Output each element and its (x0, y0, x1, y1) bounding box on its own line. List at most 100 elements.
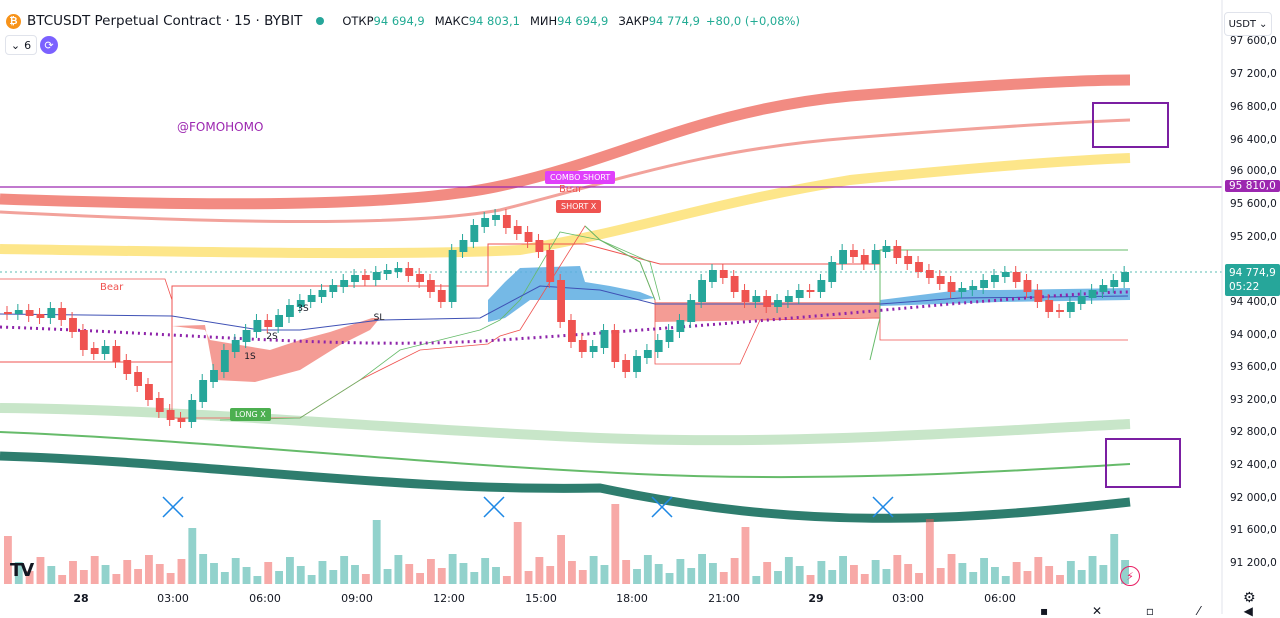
candle-body (492, 215, 500, 220)
volume-bar (557, 535, 565, 584)
volume-bar (535, 557, 544, 584)
volume-bar (502, 576, 511, 584)
countdown: 05:22 (1229, 281, 1260, 293)
volume-bar (1088, 556, 1097, 584)
volume-bar (904, 564, 913, 584)
candle-body (850, 250, 858, 257)
volume-bar (633, 569, 641, 584)
volume-bar (145, 555, 153, 584)
candle-body (351, 275, 359, 282)
candle-body (1066, 302, 1075, 312)
watermark-text: @FOMOHOMO (177, 120, 264, 134)
indicators-count: 6 (24, 38, 32, 52)
volume-bar (741, 527, 750, 584)
volume-bar (90, 556, 99, 584)
volume-bar (177, 559, 186, 584)
volume-bar (36, 557, 45, 584)
currency-select[interactable]: USDT ⌄ (1224, 12, 1272, 36)
open-label: ОТКР (342, 14, 374, 28)
volume-bar (123, 560, 132, 584)
candle-body (535, 240, 544, 252)
candlesticks (4, 209, 1129, 428)
candle-body (242, 330, 251, 342)
candle-body (741, 290, 750, 302)
candle-body (1121, 272, 1129, 282)
volume-bar (47, 566, 56, 584)
candle-body (166, 410, 175, 420)
refresh-icon[interactable]: ⟳ (40, 36, 58, 54)
volume-bar (991, 567, 999, 584)
candle-body (58, 308, 67, 320)
marker-3s: 3S (297, 304, 309, 314)
volume-bar (871, 560, 880, 584)
volume-bar (4, 536, 12, 584)
yellow-band (0, 153, 1131, 259)
lightning-icon[interactable]: ⚡ (1120, 566, 1140, 586)
volume-bar (405, 564, 414, 584)
candle-body (589, 346, 598, 352)
tradingview-logo[interactable]: TV (10, 560, 34, 581)
volume-bar (687, 568, 696, 584)
volume-bar (220, 572, 229, 584)
candle-body (893, 246, 902, 258)
red-cloud-2 (655, 302, 880, 322)
volume-bar (513, 522, 522, 584)
volume-bar (676, 559, 685, 584)
volume-bar (448, 554, 457, 584)
volume-bar (643, 555, 652, 584)
red-cloud (172, 318, 380, 382)
candle-body (633, 356, 641, 372)
volume-bar (665, 573, 674, 584)
volume-bar (58, 575, 67, 584)
candle-body (361, 275, 370, 280)
candle-body (1023, 280, 1032, 292)
cross-markers (162, 496, 894, 518)
candle-body (437, 290, 446, 302)
volume-bar (1045, 566, 1054, 584)
gear-icon[interactable]: ⚙ (1243, 590, 1256, 606)
volume-bar (915, 573, 923, 584)
candle-body (14, 310, 23, 314)
candle-body (925, 270, 934, 278)
candle-body (79, 330, 88, 350)
lightgreen-band (0, 403, 1131, 446)
time-axis-label: 15:00 (525, 592, 557, 605)
volume-bar (340, 556, 349, 584)
volume-bar (69, 561, 77, 584)
volume-bar (947, 554, 956, 584)
candle-body (568, 320, 576, 342)
volume-bar (231, 558, 240, 584)
candle-body (199, 380, 208, 402)
bottom-toolbar-icons[interactable]: ▪ ✕ ▫ ⁄ ◀ (1040, 604, 1273, 618)
volume-bar (25, 571, 34, 584)
candle-body (643, 350, 652, 358)
candle-body (882, 246, 891, 252)
candle-body (264, 320, 273, 327)
volume-bar (155, 564, 164, 584)
candle-body (817, 280, 826, 292)
volume-bar (437, 568, 446, 584)
candle-body (69, 318, 77, 332)
candle-body (1056, 310, 1064, 312)
chevron-down-icon: ⌄ (10, 38, 21, 52)
volume-bar (568, 561, 576, 584)
volume-bar (1099, 565, 1108, 584)
volume-bar (470, 572, 479, 584)
symbol-title[interactable]: BTCUSDT Perpetual Contract · 15 · BYBIT (27, 13, 303, 29)
low-label: МИН (529, 14, 558, 28)
volume-bar (394, 555, 403, 584)
candle-body (36, 314, 45, 318)
volume-bar (719, 572, 728, 584)
candle-body (839, 250, 847, 264)
candle-body (611, 330, 620, 362)
candle-body (416, 274, 424, 282)
candle-body (730, 276, 739, 292)
volume-bar (253, 576, 262, 584)
volume-bar (893, 555, 902, 584)
time-axis-label: 29 (808, 592, 824, 605)
indicators-toggle[interactable]: ⌄ 6 (5, 35, 37, 55)
volume-bar (611, 504, 620, 584)
low-value: 94 694,9 (557, 14, 609, 28)
candle-body (1110, 280, 1119, 287)
